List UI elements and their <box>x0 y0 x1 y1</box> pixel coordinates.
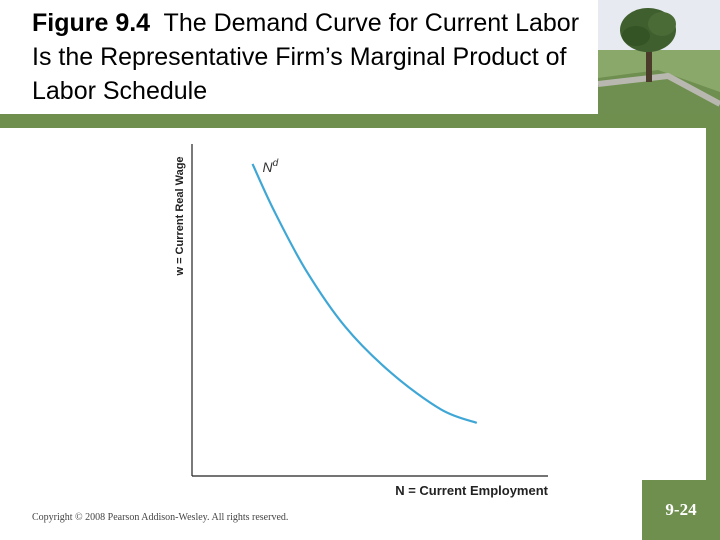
curve-label: Nd <box>263 158 279 175</box>
figure-title: The Demand Curve for Current Labor Is th… <box>32 9 580 105</box>
x-axis-label: N = Current Employment <box>395 483 548 498</box>
y-axis-label: w = Current Real Wage <box>174 156 186 276</box>
landscape-photo <box>598 0 720 114</box>
labor-demand-curve <box>251 163 478 424</box>
slide-title: Figure 9.4 The Demand Curve for Current … <box>32 6 592 108</box>
curve-label-sup: d <box>273 158 279 169</box>
accent-bar-top <box>0 114 720 128</box>
page-number: 9-24 <box>642 480 720 540</box>
figure-number: Figure 9.4 <box>32 9 151 37</box>
curve-label-main: N <box>263 159 274 175</box>
copyright-notice: Copyright © 2008 Pearson Addison-Wesley.… <box>32 512 289 523</box>
accent-bar-right <box>706 114 720 480</box>
